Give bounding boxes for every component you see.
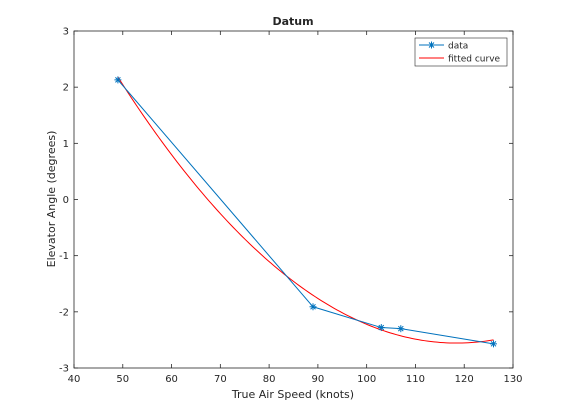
- data-point: [309, 303, 317, 311]
- chart-title: Datum: [272, 15, 313, 28]
- x-tick-label: 110: [406, 374, 425, 385]
- x-tick-label: 130: [503, 374, 522, 385]
- x-axis-label: True Air Speed (knots): [231, 388, 354, 401]
- y-tick-label: -3: [59, 364, 69, 375]
- x-tick-label: 60: [165, 374, 178, 385]
- y-tick-label: 0: [63, 195, 69, 206]
- x-tick-label: 100: [357, 374, 376, 385]
- y-ticks: -3 -2 -1 0 1 2 3: [59, 27, 513, 375]
- legend-label-fitted-curve: fitted curve: [448, 55, 501, 65]
- data-point: [114, 76, 122, 84]
- legend-star-marker: [428, 41, 435, 49]
- data-point: [377, 324, 385, 332]
- y-tick-label: 1: [63, 139, 69, 150]
- legend-label-data: data: [448, 42, 468, 52]
- y-tick-label: -1: [59, 251, 69, 262]
- x-tick-label: 40: [68, 374, 81, 385]
- y-tick-label: 3: [63, 27, 69, 38]
- x-ticks: 40 50 60 70 80 90 100 110 120 130: [68, 31, 523, 385]
- data-point: [489, 340, 497, 348]
- data-point: [397, 325, 405, 333]
- legend-marker-data: [428, 41, 435, 49]
- plot-area: [73, 30, 514, 369]
- legend-box: [414, 37, 508, 67]
- legend: data fitted curve: [414, 37, 508, 67]
- x-tick-label: 70: [214, 374, 227, 385]
- x-tick-label: 50: [116, 374, 129, 385]
- axes: [73, 30, 514, 369]
- y-axis-label: Elevator Angle (degrees): [45, 131, 58, 268]
- y-tick-label: -2: [59, 307, 69, 318]
- x-tick-label: 90: [312, 374, 325, 385]
- series: [114, 76, 497, 348]
- series-fitted-curve-line: [117, 76, 494, 344]
- x-tick-label: 80: [263, 374, 276, 385]
- x-tick-label: 120: [455, 374, 474, 385]
- y-tick-label: 2: [63, 83, 69, 94]
